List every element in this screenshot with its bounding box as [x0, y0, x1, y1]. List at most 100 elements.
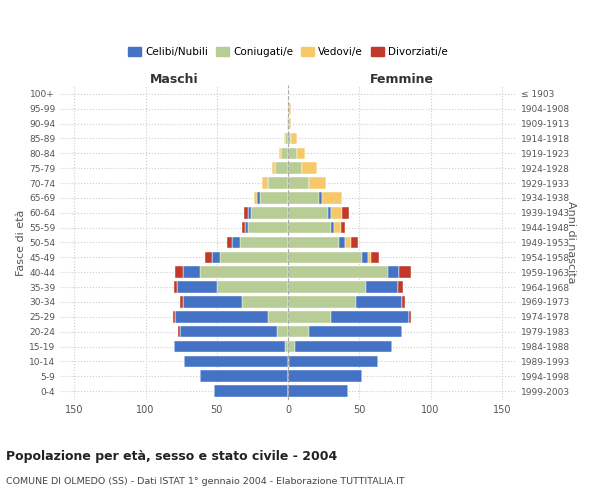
Bar	[288, 207, 328, 218]
Bar	[200, 266, 288, 278]
Bar	[174, 282, 177, 293]
Bar	[288, 370, 362, 382]
Bar	[268, 311, 288, 322]
Bar	[272, 162, 275, 174]
Bar	[356, 296, 402, 308]
Bar	[402, 296, 405, 308]
Bar	[244, 207, 248, 218]
Bar	[362, 252, 368, 263]
Bar	[319, 192, 322, 203]
Bar	[281, 148, 288, 159]
Bar	[175, 266, 182, 278]
Bar	[205, 252, 212, 263]
Bar	[242, 296, 288, 308]
Bar	[288, 252, 362, 263]
Bar	[285, 132, 288, 144]
Bar	[288, 132, 291, 144]
Bar	[302, 162, 317, 174]
Bar	[287, 118, 288, 130]
Bar	[331, 222, 334, 234]
Y-axis label: Anni di nascita: Anni di nascita	[566, 201, 575, 284]
Text: Femmine: Femmine	[370, 74, 434, 86]
Bar	[177, 282, 217, 293]
Bar	[295, 340, 392, 352]
Bar	[280, 148, 281, 159]
Bar	[310, 178, 326, 189]
Bar	[182, 296, 242, 308]
Bar	[296, 148, 305, 159]
Bar	[289, 356, 378, 367]
Bar	[289, 103, 291, 115]
Bar	[367, 282, 398, 293]
Bar	[285, 340, 288, 352]
Bar	[350, 236, 358, 248]
Bar	[288, 296, 356, 308]
Bar	[288, 326, 310, 338]
Text: Maschi: Maschi	[149, 74, 199, 86]
Bar	[288, 162, 302, 174]
Bar	[262, 178, 268, 189]
Bar	[251, 207, 288, 218]
Legend: Celibi/Nubili, Coniugati/e, Vedovi/e, Divorziati/e: Celibi/Nubili, Coniugati/e, Vedovi/e, Di…	[124, 43, 452, 62]
Bar	[175, 311, 268, 322]
Bar	[239, 236, 288, 248]
Bar	[288, 340, 295, 352]
Bar	[288, 192, 319, 203]
Bar	[288, 118, 289, 130]
Bar	[368, 252, 371, 263]
Bar	[217, 282, 288, 293]
Bar	[212, 252, 220, 263]
Bar	[334, 222, 341, 234]
Bar	[182, 266, 200, 278]
Bar	[289, 118, 291, 130]
Bar	[248, 207, 251, 218]
Bar	[275, 162, 288, 174]
Bar	[288, 103, 289, 115]
Bar	[310, 326, 402, 338]
Bar	[180, 296, 182, 308]
Bar	[340, 236, 345, 248]
Bar	[291, 132, 296, 144]
Bar	[398, 282, 403, 293]
Bar	[288, 356, 289, 367]
Bar	[245, 222, 248, 234]
Bar	[214, 386, 288, 397]
Bar	[322, 192, 342, 203]
Bar	[284, 132, 285, 144]
Bar	[388, 266, 399, 278]
Bar	[328, 207, 331, 218]
Bar	[409, 311, 410, 322]
Bar	[345, 236, 350, 248]
Bar	[288, 178, 310, 189]
Bar	[341, 222, 345, 234]
Bar	[288, 222, 331, 234]
Bar	[200, 370, 288, 382]
Bar	[288, 282, 367, 293]
Bar	[180, 326, 277, 338]
Bar	[268, 178, 288, 189]
Bar	[242, 222, 245, 234]
Bar	[174, 340, 285, 352]
Bar	[173, 311, 175, 322]
Bar	[257, 192, 260, 203]
Text: COMUNE DI OLMEDO (SS) - Dati ISTAT 1° gennaio 2004 - Elaborazione TUTTITALIA.IT: COMUNE DI OLMEDO (SS) - Dati ISTAT 1° ge…	[6, 478, 404, 486]
Bar	[254, 192, 257, 203]
Bar	[399, 266, 410, 278]
Bar	[277, 326, 288, 338]
Bar	[288, 266, 388, 278]
Bar	[178, 326, 180, 338]
Bar	[184, 356, 288, 367]
Bar	[331, 311, 409, 322]
Y-axis label: Fasce di età: Fasce di età	[16, 210, 26, 276]
Bar	[227, 236, 232, 248]
Bar	[232, 236, 239, 248]
Bar	[220, 252, 288, 263]
Bar	[248, 222, 288, 234]
Bar	[260, 192, 288, 203]
Bar	[288, 386, 348, 397]
Bar	[288, 311, 331, 322]
Bar	[371, 252, 379, 263]
Bar	[331, 207, 342, 218]
Bar	[288, 148, 296, 159]
Bar	[342, 207, 349, 218]
